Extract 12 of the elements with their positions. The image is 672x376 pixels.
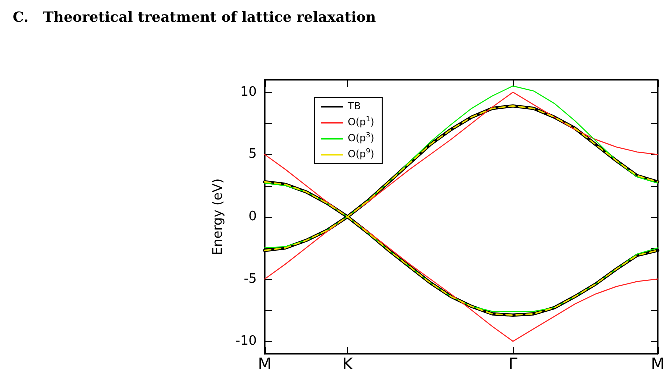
x-tick-label: M [258, 354, 272, 374]
x-tick-label: K [342, 354, 354, 374]
y-tick-label: 5 [248, 147, 257, 162]
y-axis-title: Energy (eV) [210, 178, 226, 256]
legend-label: TB [347, 102, 362, 112]
y-tick-label: -10 [236, 334, 257, 350]
chart-title: C. Theoretical treatment of lattice relaxation [13, 10, 376, 26]
x-tick-label: Γ [508, 354, 518, 374]
x-tick-label: M [651, 354, 665, 374]
y-tick-label: 0 [248, 210, 257, 224]
y-tick-label: -5 [244, 272, 257, 287]
y-tick-label: 10 [240, 84, 257, 100]
